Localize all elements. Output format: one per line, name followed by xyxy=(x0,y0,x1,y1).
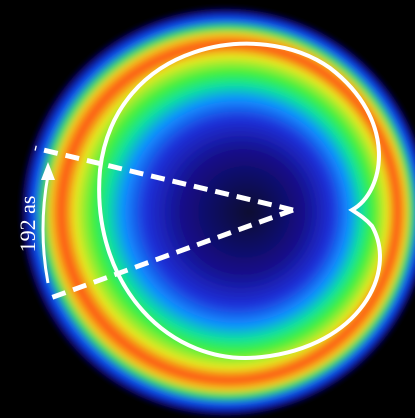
white-contour xyxy=(97,41,382,360)
arrow-head xyxy=(41,162,55,180)
arc-arrow xyxy=(41,174,50,284)
annotation: 192 as xyxy=(15,196,40,253)
dashed-line xyxy=(34,145,294,213)
